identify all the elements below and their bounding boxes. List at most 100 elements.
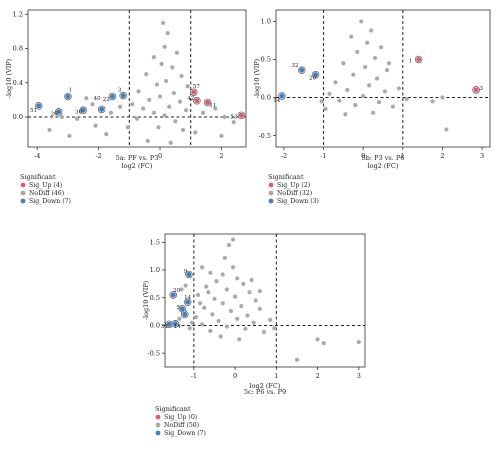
data-point-nodiff	[361, 93, 366, 99]
data-point-nodiff	[193, 130, 198, 135]
data-point-nodiff	[144, 72, 149, 77]
plot-frame	[164, 233, 366, 368]
x-tick-label: 1	[274, 372, 278, 380]
data-point-sig-up	[238, 112, 244, 118]
data-point-nodiff	[382, 89, 388, 94]
data-point-nodiff	[430, 99, 435, 104]
data-point-nodiff	[230, 237, 236, 242]
legend-entry: Sig_Down (3)	[277, 198, 319, 205]
legend-entry: Sig_Down (7)	[164, 430, 206, 437]
point-label: 53	[230, 115, 237, 121]
data-point-nodiff	[160, 20, 166, 25]
data-point-nodiff	[370, 110, 376, 115]
data-point-nodiff	[359, 19, 364, 24]
data-point-sig-up	[205, 99, 211, 105]
legend-entry: Sig_Up (2)	[277, 182, 310, 189]
data-point-nodiff	[67, 133, 72, 138]
data-point-nodiff	[165, 31, 170, 36]
legend-entry: Sig_Up (4)	[29, 182, 62, 189]
data-point-nodiff	[247, 290, 252, 295]
data-point-nodiff	[272, 326, 277, 331]
data-point-nodiff	[219, 133, 224, 138]
x-tick-label: 0	[361, 152, 365, 160]
x-tick-label: 2	[219, 152, 223, 160]
data-point-nodiff	[151, 54, 156, 60]
data-point-nodiff	[261, 329, 267, 335]
legend-title: Significant	[268, 173, 304, 181]
data-point-nodiff	[200, 265, 205, 270]
legend-marker	[20, 182, 26, 188]
legend-marker	[268, 182, 274, 188]
data-point-nodiff	[208, 328, 213, 334]
data-point-nodiff	[294, 357, 300, 362]
data-point-nodiff	[327, 91, 332, 96]
x-tick-label: -1	[191, 372, 197, 380]
y-tick-label: -0.5	[258, 132, 271, 140]
data-point-nodiff	[396, 86, 401, 91]
data-point-sig-up	[191, 89, 197, 95]
plot-frame	[27, 9, 247, 148]
data-point-nodiff	[237, 337, 242, 342]
data-point-nodiff	[118, 104, 123, 109]
legend-entry: NoDiff (46)	[29, 190, 64, 197]
data-point-nodiff	[228, 308, 234, 314]
point-label: 1	[69, 87, 73, 93]
data-point-nodiff	[200, 110, 206, 115]
data-point-nodiff	[363, 64, 368, 70]
data-point-sig-down	[185, 299, 191, 305]
y-tick-label: 0.8	[13, 45, 23, 53]
x-axis-label: log2 (FC)	[122, 162, 153, 170]
data-point-nodiff	[195, 292, 201, 298]
data-point-sig-down	[56, 109, 62, 115]
x-tick-label: 3	[480, 152, 484, 160]
data-point-nodiff	[253, 298, 258, 303]
data-point-nodiff	[369, 28, 374, 33]
data-point-nodiff	[125, 125, 130, 130]
data-point-nodiff	[384, 68, 390, 73]
point-label: 5	[176, 305, 180, 311]
y-tick-label: 1.5	[150, 239, 160, 247]
y-tick-label: 0.0	[13, 113, 23, 121]
legend-marker	[155, 430, 161, 436]
y-tick-label: 1.0	[261, 18, 271, 26]
data-point-nodiff	[59, 114, 64, 120]
data-point-nodiff	[220, 272, 225, 277]
point-label: 1	[409, 59, 413, 65]
data-point-nodiff	[171, 90, 176, 96]
x-tick-label: -1	[320, 152, 326, 160]
data-point-nodiff	[356, 339, 361, 345]
data-point-nodiff	[444, 127, 449, 132]
data-point-sig-up	[473, 87, 479, 93]
data-point-sig-down	[299, 67, 305, 73]
data-point-nodiff	[130, 102, 135, 107]
data-point-nodiff	[159, 61, 164, 67]
data-point-nodiff	[268, 317, 273, 322]
legend-marker	[20, 198, 26, 204]
y-axis-label: -log10 (VIP)	[253, 58, 261, 98]
y-axis-label: -log10 (VIP)	[5, 58, 13, 98]
data-point-nodiff	[233, 294, 238, 299]
data-point-sig-down	[36, 103, 42, 109]
data-point-nodiff	[245, 313, 250, 318]
data-point-nodiff	[376, 99, 382, 105]
data-point-nodiff	[386, 61, 392, 66]
data-point-nodiff	[204, 284, 209, 289]
data-point-sig-down	[186, 271, 192, 277]
point-label: 22	[103, 97, 110, 103]
data-point-nodiff	[162, 113, 167, 118]
point-label: 36	[75, 110, 82, 116]
data-point-nodiff	[243, 326, 248, 331]
data-point-nodiff	[84, 96, 89, 101]
volcano-plot-5a: -4 -2 0 2 0.0 0.4 0.8 1.2 log2 (FC) -log10 (VIP) 5…	[5, 9, 247, 205]
data-point-nodiff	[390, 104, 396, 109]
point-label: 11	[209, 103, 216, 109]
legend-entry: Sig_Down (7)	[29, 198, 71, 205]
point-label: 14	[273, 98, 280, 104]
data-point-sig-down	[182, 311, 188, 317]
data-point-nodiff	[333, 80, 338, 85]
y-tick-label: 0.4	[13, 79, 23, 87]
point-label: 51	[30, 108, 37, 114]
data-point-nodiff	[355, 49, 360, 54]
data-point-nodiff	[212, 296, 217, 301]
